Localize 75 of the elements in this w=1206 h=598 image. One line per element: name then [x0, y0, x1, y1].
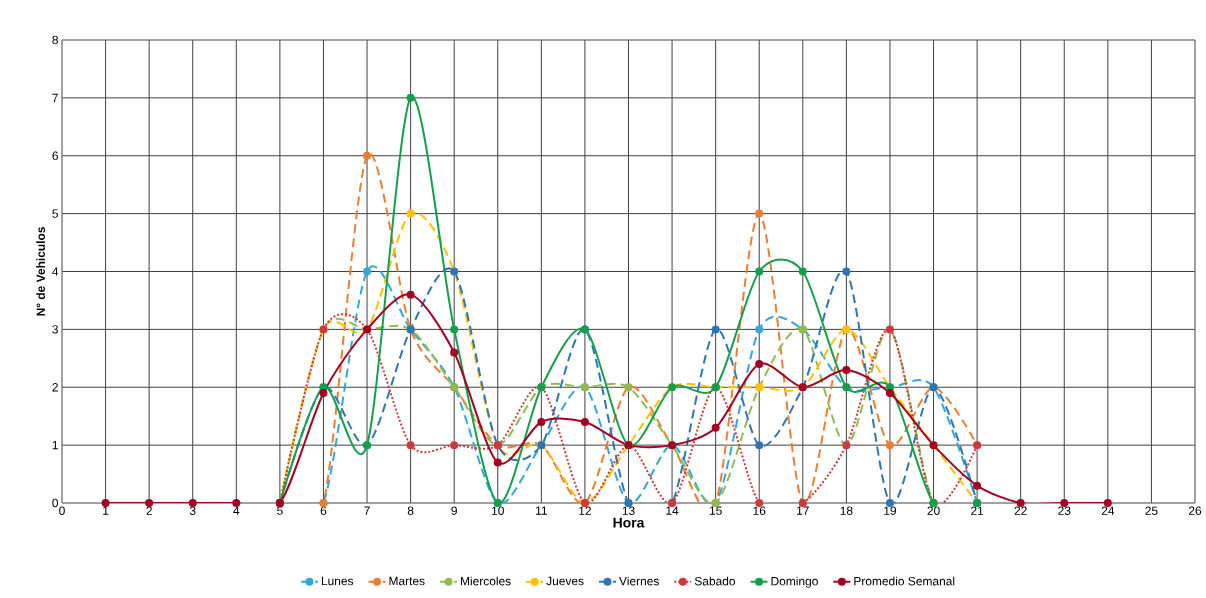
point	[319, 389, 328, 398]
legend-label: Miercoles	[461, 576, 511, 586]
x-tick-label: 9	[451, 506, 457, 515]
point	[145, 499, 154, 507]
point	[711, 423, 720, 432]
x-tick-label: 8	[407, 506, 414, 515]
x-tick-label: 25	[1145, 506, 1158, 515]
point	[232, 499, 241, 507]
legend-label: Sabado	[694, 576, 736, 586]
x-tick-label: 23	[1058, 506, 1071, 515]
x-tick-label: 4	[233, 506, 240, 515]
y-tick-label: 8	[52, 35, 58, 45]
y-tick-label: 7	[52, 93, 58, 102]
point	[188, 499, 197, 507]
x-tick-label: 19	[884, 506, 897, 515]
point	[450, 348, 459, 357]
point	[450, 441, 459, 450]
point	[363, 267, 372, 276]
point	[406, 209, 415, 218]
y-tick-label: 1	[52, 441, 58, 450]
x-tick-label: 2	[146, 506, 152, 515]
y-tick-label: 6	[52, 151, 58, 160]
y-axis-title: N° de Vehiculos	[36, 227, 45, 316]
point	[885, 389, 894, 398]
point	[755, 325, 764, 334]
x-tick-label: 21	[971, 506, 984, 515]
point	[755, 209, 764, 218]
y-tick-label: 5	[52, 209, 58, 218]
point	[450, 325, 459, 334]
legend-label: Viernes	[619, 576, 659, 586]
x-tick-label: 11	[536, 506, 547, 515]
point	[493, 458, 502, 467]
x-tick-label: 17	[797, 506, 809, 515]
x-tick-label: 26	[1188, 506, 1202, 515]
legend-label: Domingo	[771, 576, 818, 588]
x-tick-label: 10	[492, 506, 504, 515]
x-tick-label: 3	[189, 506, 196, 515]
x-tick-label: 13	[622, 506, 635, 515]
point	[842, 267, 851, 276]
x-tick-label: 12	[579, 506, 591, 515]
y-tick-label: 4	[52, 267, 59, 276]
x-tick-label: 0	[59, 506, 65, 515]
legend-label: Lunes	[321, 576, 354, 586]
x-tick-label: 16	[753, 506, 766, 515]
x-tick-label: 20	[927, 506, 940, 515]
point	[885, 441, 894, 450]
point	[755, 441, 764, 450]
point	[363, 151, 372, 160]
x-tick-label: 18	[840, 506, 853, 515]
x-tick-label: 24	[1101, 506, 1115, 515]
x-tick-label: 1	[103, 506, 109, 515]
point	[537, 417, 546, 426]
y-tick-label: 2	[52, 383, 58, 392]
point	[755, 267, 764, 276]
y-tick-label: 0	[52, 498, 59, 508]
y-tick-label: 3	[52, 325, 58, 334]
point	[101, 499, 110, 507]
point	[798, 267, 807, 276]
point	[973, 481, 982, 490]
point	[406, 93, 415, 102]
point	[406, 290, 415, 299]
legend-label: Promedio Semanal	[854, 576, 955, 586]
point	[755, 360, 764, 369]
x-tick-label: 7	[364, 506, 370, 515]
point	[406, 441, 415, 450]
point	[711, 325, 720, 334]
x-axis-title: Hora	[613, 517, 645, 528]
x-tick-label: 6	[320, 506, 327, 515]
legend-label: Martes	[389, 576, 425, 586]
legend-label: Jueves	[546, 576, 584, 586]
x-tick-label: 22	[1014, 506, 1027, 515]
x-tick-label: 14	[666, 506, 679, 515]
x-tick-label: 15	[709, 506, 722, 515]
point	[842, 365, 851, 374]
point	[580, 417, 589, 426]
